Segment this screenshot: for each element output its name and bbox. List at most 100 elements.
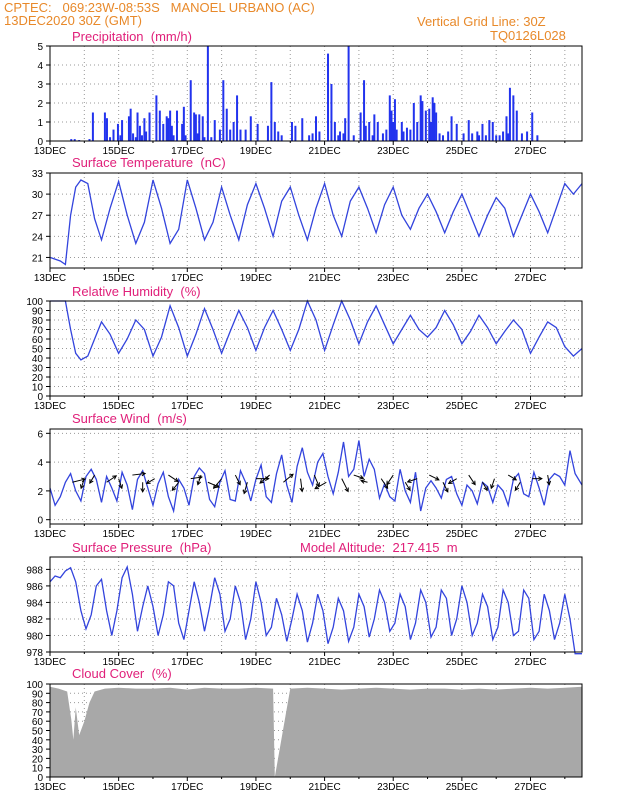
pres-xtick-label: 13DEC xyxy=(34,657,66,668)
precip-xtick-label: 13DEC xyxy=(34,146,66,157)
precip-bar xyxy=(342,133,345,141)
pres-xtick-label: 23DEC xyxy=(377,657,409,668)
precip-bar xyxy=(471,133,474,141)
wind-arrow xyxy=(243,482,248,494)
rh-ytick-label: 90 xyxy=(32,307,44,318)
precip-bar xyxy=(392,122,395,141)
wind-arrow-head xyxy=(471,480,476,486)
precip-xtick-label: 25DEC xyxy=(446,146,478,157)
precip-bar xyxy=(327,53,330,141)
precip-bar xyxy=(194,114,197,141)
precip-bar xyxy=(428,108,431,141)
rh-ytick-label: 40 xyxy=(32,354,44,365)
precip-bar xyxy=(416,122,419,141)
header-run-date: 13DEC2020 30Z (GMT) xyxy=(4,13,142,28)
pres-ytick-label: 980 xyxy=(26,631,43,642)
rh-ytick-label: 50 xyxy=(32,345,44,356)
precip-bar xyxy=(315,116,317,141)
rh-xtick-label: 19DEC xyxy=(240,401,272,412)
wind-arrow xyxy=(89,474,96,484)
wind-arrow-head xyxy=(212,484,218,490)
pres-ytick-label: 986 xyxy=(26,582,43,593)
wind-arrow-head xyxy=(359,474,365,480)
precip-bar xyxy=(400,122,403,141)
cloud-xtick-label: 23DEC xyxy=(377,782,409,793)
wind-arrow-head xyxy=(112,475,118,480)
precip-bar xyxy=(431,97,434,141)
wind-series-line xyxy=(49,440,583,514)
precip-xtick-label: 19DEC xyxy=(240,146,272,157)
precip-bar xyxy=(169,110,172,141)
cloud-ytick-label: 90 xyxy=(32,689,44,700)
temp-xtick-label: 23DEC xyxy=(377,273,409,284)
precip-bar xyxy=(412,103,415,141)
precip-bar xyxy=(266,125,269,141)
pres-ytick-label: 982 xyxy=(26,615,43,626)
precip-bar xyxy=(162,123,165,141)
wind-arrow xyxy=(468,474,476,485)
precip-bar xyxy=(409,129,412,141)
wind-arrow-head xyxy=(483,486,488,492)
precip-bar xyxy=(424,110,427,141)
precip-bar xyxy=(236,95,239,141)
precip-bar xyxy=(467,120,470,141)
rh-ytick-label: 60 xyxy=(32,335,44,346)
temp-ytick-label: 33 xyxy=(32,169,44,180)
precip-bar xyxy=(373,114,376,141)
rh-ytick-label: 100 xyxy=(26,297,43,308)
precip-bar xyxy=(462,133,465,141)
precip-xtick-label: 21DEC xyxy=(308,146,340,157)
wind-xtick-label: 25DEC xyxy=(446,529,478,540)
precip-bar xyxy=(419,95,422,141)
temp-panel xyxy=(46,172,583,272)
precip-bar xyxy=(213,120,216,141)
rh-xtick-label: 25DEC xyxy=(446,401,478,412)
wind-arrow xyxy=(283,473,294,483)
wind-arrow-head xyxy=(434,476,440,481)
precip-bar xyxy=(116,123,119,141)
cloud-ytick-label: 10 xyxy=(32,764,44,775)
wind-arrow-head xyxy=(360,479,366,484)
precip-bar xyxy=(73,139,76,141)
precip-bar xyxy=(132,133,135,141)
precip-ytick-label: 1 xyxy=(37,118,43,129)
cloud-ytick-label: 70 xyxy=(32,708,44,719)
precip-bar xyxy=(198,114,201,141)
wind-arrow-head xyxy=(383,484,389,490)
wind-arrow xyxy=(514,482,521,491)
precip-bar xyxy=(455,123,458,141)
precip-bar xyxy=(388,95,391,141)
wind-arrow xyxy=(407,478,418,483)
precip-bar xyxy=(352,135,355,141)
wind-arrow-head xyxy=(406,478,412,484)
pres-frame xyxy=(49,556,583,653)
wind-frame xyxy=(49,428,583,525)
wind-arrow-head xyxy=(546,480,552,486)
wind-arrow-head xyxy=(444,487,449,493)
temp-xtick-label: 13DEC xyxy=(34,273,66,284)
precip-bar xyxy=(70,139,73,141)
precip-bar xyxy=(206,46,209,141)
pres-xtick-label: 15DEC xyxy=(103,657,135,668)
wind-arrow-head xyxy=(242,489,248,495)
rh-ytick-label: 80 xyxy=(32,316,44,327)
precip-bar xyxy=(103,112,106,141)
wind-arrow-head xyxy=(145,479,151,484)
wind-arrow xyxy=(197,474,202,485)
temp-ytick-label: 30 xyxy=(32,190,44,201)
precip-bar xyxy=(91,112,94,141)
title-precipitation: Precipitation (mm/h) xyxy=(72,29,192,44)
pres-xtick-label: 25DEC xyxy=(446,657,478,668)
rh-ytick-label: 10 xyxy=(32,383,44,394)
header-grid-note: Vertical Grid Line: 30Z xyxy=(417,14,546,29)
pres-ytick-label: 978 xyxy=(26,648,43,659)
precip-bar xyxy=(196,133,199,141)
wind-arrow xyxy=(482,482,488,491)
precip-xtick-label: 17DEC xyxy=(171,146,203,157)
rh-ytick-label: 20 xyxy=(32,373,44,384)
temp-xtick-label: 19DEC xyxy=(240,273,272,284)
precip-bar xyxy=(330,84,333,141)
wind-arrow-head xyxy=(236,480,241,486)
temp-xtick-label: 15DEC xyxy=(103,273,135,284)
